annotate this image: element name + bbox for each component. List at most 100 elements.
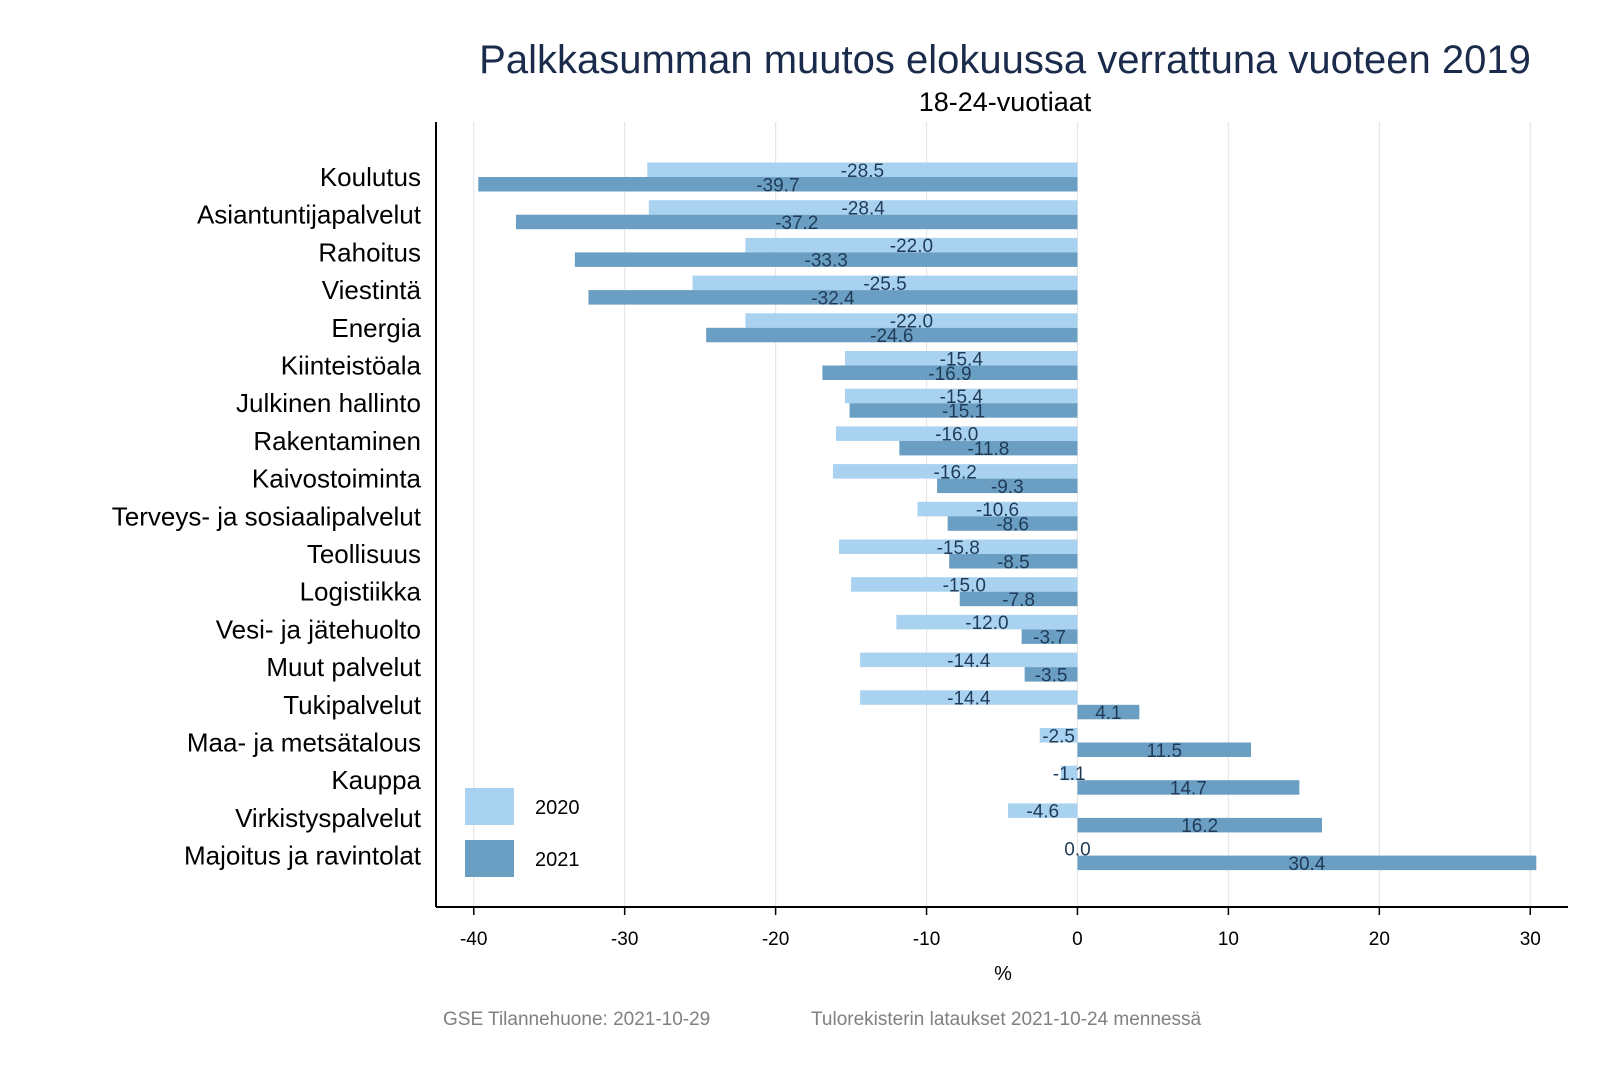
- data-label-2021-kaivostoiminta: -9.3: [991, 477, 1024, 498]
- x-tick-label-0: 0: [1072, 929, 1083, 950]
- bars: [478, 162, 1537, 871]
- data-label-2020-asiantuntijapalvelut: -28.4: [841, 198, 885, 219]
- data-label-2021-koulutus: -39.7: [756, 175, 799, 196]
- data-label-2021-rakentaminen: -11.8: [967, 439, 1009, 460]
- category-label-kauppa: Kauppa: [331, 765, 421, 795]
- x-tick-label-20: 20: [1369, 929, 1390, 950]
- category-label-energia: Energia: [331, 313, 421, 343]
- chart-title: Palkkasumman muutos elokuussa verrattuna…: [479, 38, 1531, 82]
- data-label-2020-muut-palvelut: -14.4: [947, 651, 991, 672]
- category-label-julkinen-hallinto: Julkinen hallinto: [236, 388, 421, 418]
- bar-2020-viestintä: [692, 275, 1078, 291]
- bar-2020-julkinen-hallinto: [845, 388, 1078, 404]
- data-label-2021-muut-palvelut: -3.5: [1035, 665, 1068, 686]
- x-tick-label--30: -30: [611, 929, 638, 950]
- data-label-2020-maa-ja-metsätalous: -2.5: [1042, 726, 1075, 747]
- data-label-2020-kaivostoiminta: -16.2: [934, 462, 977, 483]
- bar-2020-kaivostoiminta: [832, 464, 1078, 479]
- data-label-2020-logistiikka: -15.0: [943, 575, 986, 596]
- bar-2021-tukipalvelut: [1077, 704, 1140, 720]
- category-label-logistiikka: Logistiikka: [300, 577, 422, 607]
- data-label-2021-asiantuntijapalvelut: -37.2: [775, 213, 818, 234]
- data-label-2020-vesi-ja-jätehuolto: -12.0: [965, 613, 1008, 634]
- data-label-2020-terveys-ja-sosiaalipalvelut: -10.6: [976, 500, 1019, 521]
- data-label-2020-virkistyspalvelut: -4.6: [1026, 802, 1059, 823]
- data-label-2021-teollisuus: -8.5: [997, 552, 1030, 573]
- bar-2020-koulutus: [647, 162, 1078, 177]
- bar-2021-maa-ja-metsätalous: [1077, 742, 1252, 757]
- data-label-2021-rahoitus: -33.3: [805, 251, 848, 272]
- category-label-vesi-ja-jätehuolto: Vesi- ja jätehuolto: [216, 614, 421, 644]
- bar-2020-rakentaminen: [835, 426, 1078, 441]
- chart-subtitle: 18-24-vuotiaat: [919, 87, 1092, 117]
- data-label-2020-koulutus: -28.5: [841, 161, 884, 182]
- category-label-muut-palvelut: Muut palvelut: [266, 652, 421, 682]
- legend-label-2021: 2021: [535, 849, 580, 871]
- category-label-kiinteistöala: Kiinteistöala: [281, 351, 422, 381]
- data-label-2020-energia: -22.0: [890, 312, 933, 333]
- category-label-koulutus: Koulutus: [320, 162, 421, 192]
- data-label-2021-kauppa: 14.7: [1170, 778, 1207, 799]
- bar-2020-virkistyspalvelut: [1008, 803, 1078, 818]
- data-label-2021-logistiikka: -7.8: [1002, 590, 1035, 611]
- data-label-2020-viestintä: -25.5: [863, 274, 906, 295]
- bar-2020-asiantuntijapalvelut: [648, 200, 1078, 215]
- x-ticks: -40 -30 -20 -10 0 10 20 30: [460, 907, 1541, 950]
- bar-2021-koulutus: [478, 177, 1078, 192]
- data-label-2021-tukipalvelut: 4.1: [1095, 703, 1121, 724]
- x-tick-label--20: -20: [762, 929, 789, 950]
- data-label-2020-julkinen-hallinto: -15.4: [940, 387, 984, 408]
- category-label-viestintä: Viestintä: [322, 275, 422, 305]
- x-axis-label: %: [994, 963, 1012, 985]
- bar-2020-teollisuus: [838, 539, 1078, 554]
- data-label-2020-majoitus-ja-ravintolat: 0.0: [1064, 839, 1090, 860]
- data-label-2021-viestintä: -32.4: [811, 288, 855, 309]
- bar-2020-vesi-ja-jätehuolto: [896, 614, 1078, 630]
- data-label-2020-tukipalvelut: -14.4: [947, 689, 991, 710]
- category-label-rahoitus: Rahoitus: [318, 237, 421, 267]
- data-label-2020-rahoitus: -22.0: [890, 236, 933, 257]
- bar-2021-kaivostoiminta: [937, 478, 1078, 494]
- bar-2020-tukipalvelut: [860, 690, 1078, 705]
- category-label-kaivostoiminta: Kaivostoiminta: [252, 464, 422, 494]
- bar-2020-kiinteistöala: [845, 351, 1078, 366]
- data-label-2021-energia: -24.6: [870, 326, 913, 347]
- bar-2021-energia: [706, 327, 1078, 343]
- category-label-terveys-ja-sosiaalipalvelut: Terveys- ja sosiaalipalvelut: [112, 501, 422, 531]
- legend-swatch-2021: [465, 840, 514, 877]
- data-label-2021-virkistyspalvelut: 16.2: [1181, 816, 1218, 837]
- data-label-2020-teollisuus: -15.8: [937, 538, 980, 559]
- data-label-2020-kiinteistöala: -15.4: [940, 349, 984, 370]
- data-labels: -28.5 -39.7 -28.4 -37.2 -22.0 -33.3 -25.5 -32.4…: [756, 161, 1326, 875]
- category-label-tukipalvelut: Tukipalvelut: [283, 690, 422, 720]
- category-label-maa-ja-metsätalous: Maa- ja metsätalous: [187, 728, 421, 758]
- bar-2021-vesi-ja-jätehuolto: [1021, 629, 1078, 644]
- x-tick-label-10: 10: [1218, 929, 1239, 950]
- bar-2021-teollisuus: [949, 554, 1078, 569]
- bar-2020-rahoitus: [745, 237, 1078, 253]
- category-label-rakentaminen: Rakentaminen: [253, 426, 421, 456]
- category-labels: Koulutus Asiantuntijapalvelut Rahoitus Vies…: [112, 162, 422, 871]
- category-label-asiantuntijapalvelut: Asiantuntijapalvelut: [197, 200, 422, 230]
- bar-2020-terveys-ja-sosiaalipalvelut: [917, 501, 1078, 517]
- legend-label-2020: 2020: [535, 797, 580, 819]
- bar-2021-asiantuntijapalvelut: [515, 214, 1078, 230]
- bar-2020-muut-palvelut: [860, 652, 1078, 668]
- bar-2020-energia: [745, 313, 1078, 328]
- category-label-teollisuus: Teollisuus: [307, 539, 421, 569]
- data-label-2021-julkinen-hallinto: -15.1: [942, 401, 985, 422]
- bar-2020-kauppa: [1060, 765, 1078, 781]
- footer-source: GSE Tilannehuone: 2021-10-29: [443, 1009, 710, 1030]
- bar-2021-viestintä: [588, 290, 1078, 305]
- bar-2021-virkistyspalvelut: [1077, 817, 1322, 833]
- bar-2021-majoitus-ja-ravintolat: [1077, 855, 1537, 871]
- category-label-majoitus-ja-ravintolat: Majoitus ja ravintolat: [184, 841, 422, 871]
- x-tick-label-30: 30: [1520, 929, 1541, 950]
- legend: 2020 2021: [465, 788, 580, 877]
- bar-2021-kiinteistöala: [822, 365, 1078, 380]
- bar-2021-rahoitus: [574, 252, 1078, 267]
- data-label-2021-maa-ja-metsätalous: 11.5: [1146, 741, 1182, 762]
- bar-2021-rakentaminen: [899, 440, 1078, 456]
